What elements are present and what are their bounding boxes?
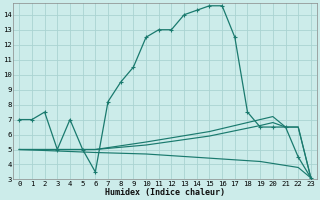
X-axis label: Humidex (Indice chaleur): Humidex (Indice chaleur) xyxy=(105,188,225,197)
